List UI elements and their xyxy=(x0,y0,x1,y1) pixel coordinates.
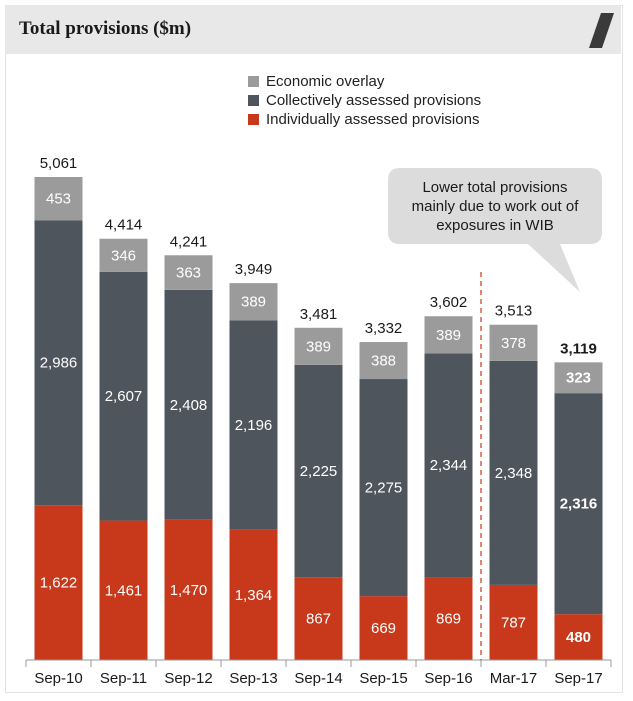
data-label-collective: 2,275 xyxy=(365,480,403,497)
data-label-overlay: 378 xyxy=(501,335,526,352)
data-label-collective: 2,344 xyxy=(430,457,468,474)
x-tick-label: Sep-15 xyxy=(359,670,407,687)
data-label-overlay: 323 xyxy=(566,370,591,387)
total-label: 5,061 xyxy=(40,155,78,172)
data-label-overlay: 363 xyxy=(176,265,201,282)
bar-segment-overlay xyxy=(489,324,538,361)
title-band xyxy=(5,5,621,54)
bar-segment-individual xyxy=(294,577,343,660)
title-accent-mark xyxy=(589,13,614,48)
total-label: 3,513 xyxy=(495,303,533,320)
bar-segment-overlay xyxy=(99,238,148,272)
chart-legend: Economic overlay Collectively assessed pr… xyxy=(248,73,481,128)
bar-segment-overlay xyxy=(554,362,603,394)
bar-segment-overlay xyxy=(164,255,213,290)
x-tick-label: Sep-16 xyxy=(424,670,472,687)
legend-label: Economic overlay xyxy=(266,73,385,90)
bar-segment-overlay xyxy=(359,342,408,380)
data-label-individual: 867 xyxy=(306,611,331,628)
x-tick-label: Mar-17 xyxy=(490,670,538,687)
bar-segment-collective xyxy=(34,220,83,506)
legend-label: Collectively assessed provisions xyxy=(266,92,481,109)
data-label-overlay: 453 xyxy=(46,191,71,208)
data-label-overlay: 389 xyxy=(436,327,461,344)
legend-swatch xyxy=(248,95,259,106)
data-label-individual: 1,364 xyxy=(235,587,273,604)
callout-text-line: exposures in WIB xyxy=(436,217,554,234)
bar-segment-collective xyxy=(424,353,473,578)
data-label-collective: 2,225 xyxy=(300,463,338,480)
data-label-collective: 2,196 xyxy=(235,417,273,434)
data-label-individual: 669 xyxy=(371,620,396,637)
legend-swatch xyxy=(248,114,259,125)
data-label-individual: 1,461 xyxy=(105,582,143,599)
data-label-collective: 2,986 xyxy=(40,355,78,372)
x-tick-label: Sep-13 xyxy=(229,670,277,687)
callout-text-line: mainly due to work out of xyxy=(412,198,580,215)
data-label-individual: 787 xyxy=(501,614,526,631)
total-label: 4,241 xyxy=(170,233,208,250)
x-tick-label: Sep-10 xyxy=(34,670,82,687)
bar-segment-collective xyxy=(164,289,213,520)
bar-segment-individual xyxy=(554,614,603,660)
total-label: 3,949 xyxy=(235,261,273,278)
callout-bubble xyxy=(388,168,602,292)
x-tick-label: Sep-17 xyxy=(554,670,602,687)
bar-segment-collective xyxy=(294,364,343,578)
data-label-collective: 2,316 xyxy=(560,496,598,513)
data-label-individual: 480 xyxy=(566,629,591,646)
total-label: 3,332 xyxy=(365,320,403,337)
data-label-overlay: 389 xyxy=(241,294,266,311)
bar-segment-individual xyxy=(34,505,83,660)
callout: Lower total provisions mainly due to work… xyxy=(388,168,602,292)
total-label: 4,414 xyxy=(105,217,143,234)
total-label: 3,119 xyxy=(560,340,597,357)
legend-swatch xyxy=(248,76,259,87)
data-label-collective: 2,408 xyxy=(170,397,208,414)
bar-segment-overlay xyxy=(34,177,83,221)
bar-segment-individual xyxy=(359,596,408,660)
data-label-individual: 1,622 xyxy=(40,575,78,592)
data-label-collective: 2,348 xyxy=(495,465,533,482)
legend-label: Individually assessed provisions xyxy=(266,111,479,128)
bar-segment-overlay xyxy=(424,316,473,354)
data-label-overlay: 346 xyxy=(111,247,136,264)
bar-segment-collective xyxy=(99,271,148,521)
bar-segment-collective xyxy=(229,320,278,530)
bar-segment-collective xyxy=(554,393,603,615)
bar-segment-individual xyxy=(229,529,278,660)
x-tick-label: Sep-14 xyxy=(294,670,342,687)
data-label-individual: 1,470 xyxy=(170,582,208,599)
callout-text-line: Lower total provisions xyxy=(422,179,567,196)
bar-segment-individual xyxy=(99,520,148,660)
bars-group: 1,622 2,986 453 5,061 1,461 2,607 346 4,414 1,47… xyxy=(34,155,603,660)
data-label-collective: 2,607 xyxy=(105,388,143,405)
page-title: Total provisions ($m) xyxy=(19,18,192,39)
data-label-overlay: 389 xyxy=(306,338,331,355)
total-label: 3,481 xyxy=(300,306,338,323)
total-label: 3,602 xyxy=(430,294,468,311)
bar-segment-collective xyxy=(489,360,538,585)
bar-segment-individual xyxy=(164,519,213,660)
x-tick-label: Sep-11 xyxy=(100,670,147,687)
bar-segment-individual xyxy=(489,584,538,660)
x-axis: Sep-10 Sep-11 Sep-12 Sep-13 Sep-14 Sep-15 Sep-… xyxy=(25,272,612,687)
data-label-overlay: 388 xyxy=(371,353,396,370)
bar-segment-overlay xyxy=(294,327,343,365)
x-tick-label: Sep-12 xyxy=(164,670,212,687)
bar-segment-individual xyxy=(424,577,473,660)
bar-segment-collective xyxy=(359,379,408,597)
bar-segment-overlay xyxy=(229,283,278,321)
data-label-individual: 869 xyxy=(436,611,461,628)
